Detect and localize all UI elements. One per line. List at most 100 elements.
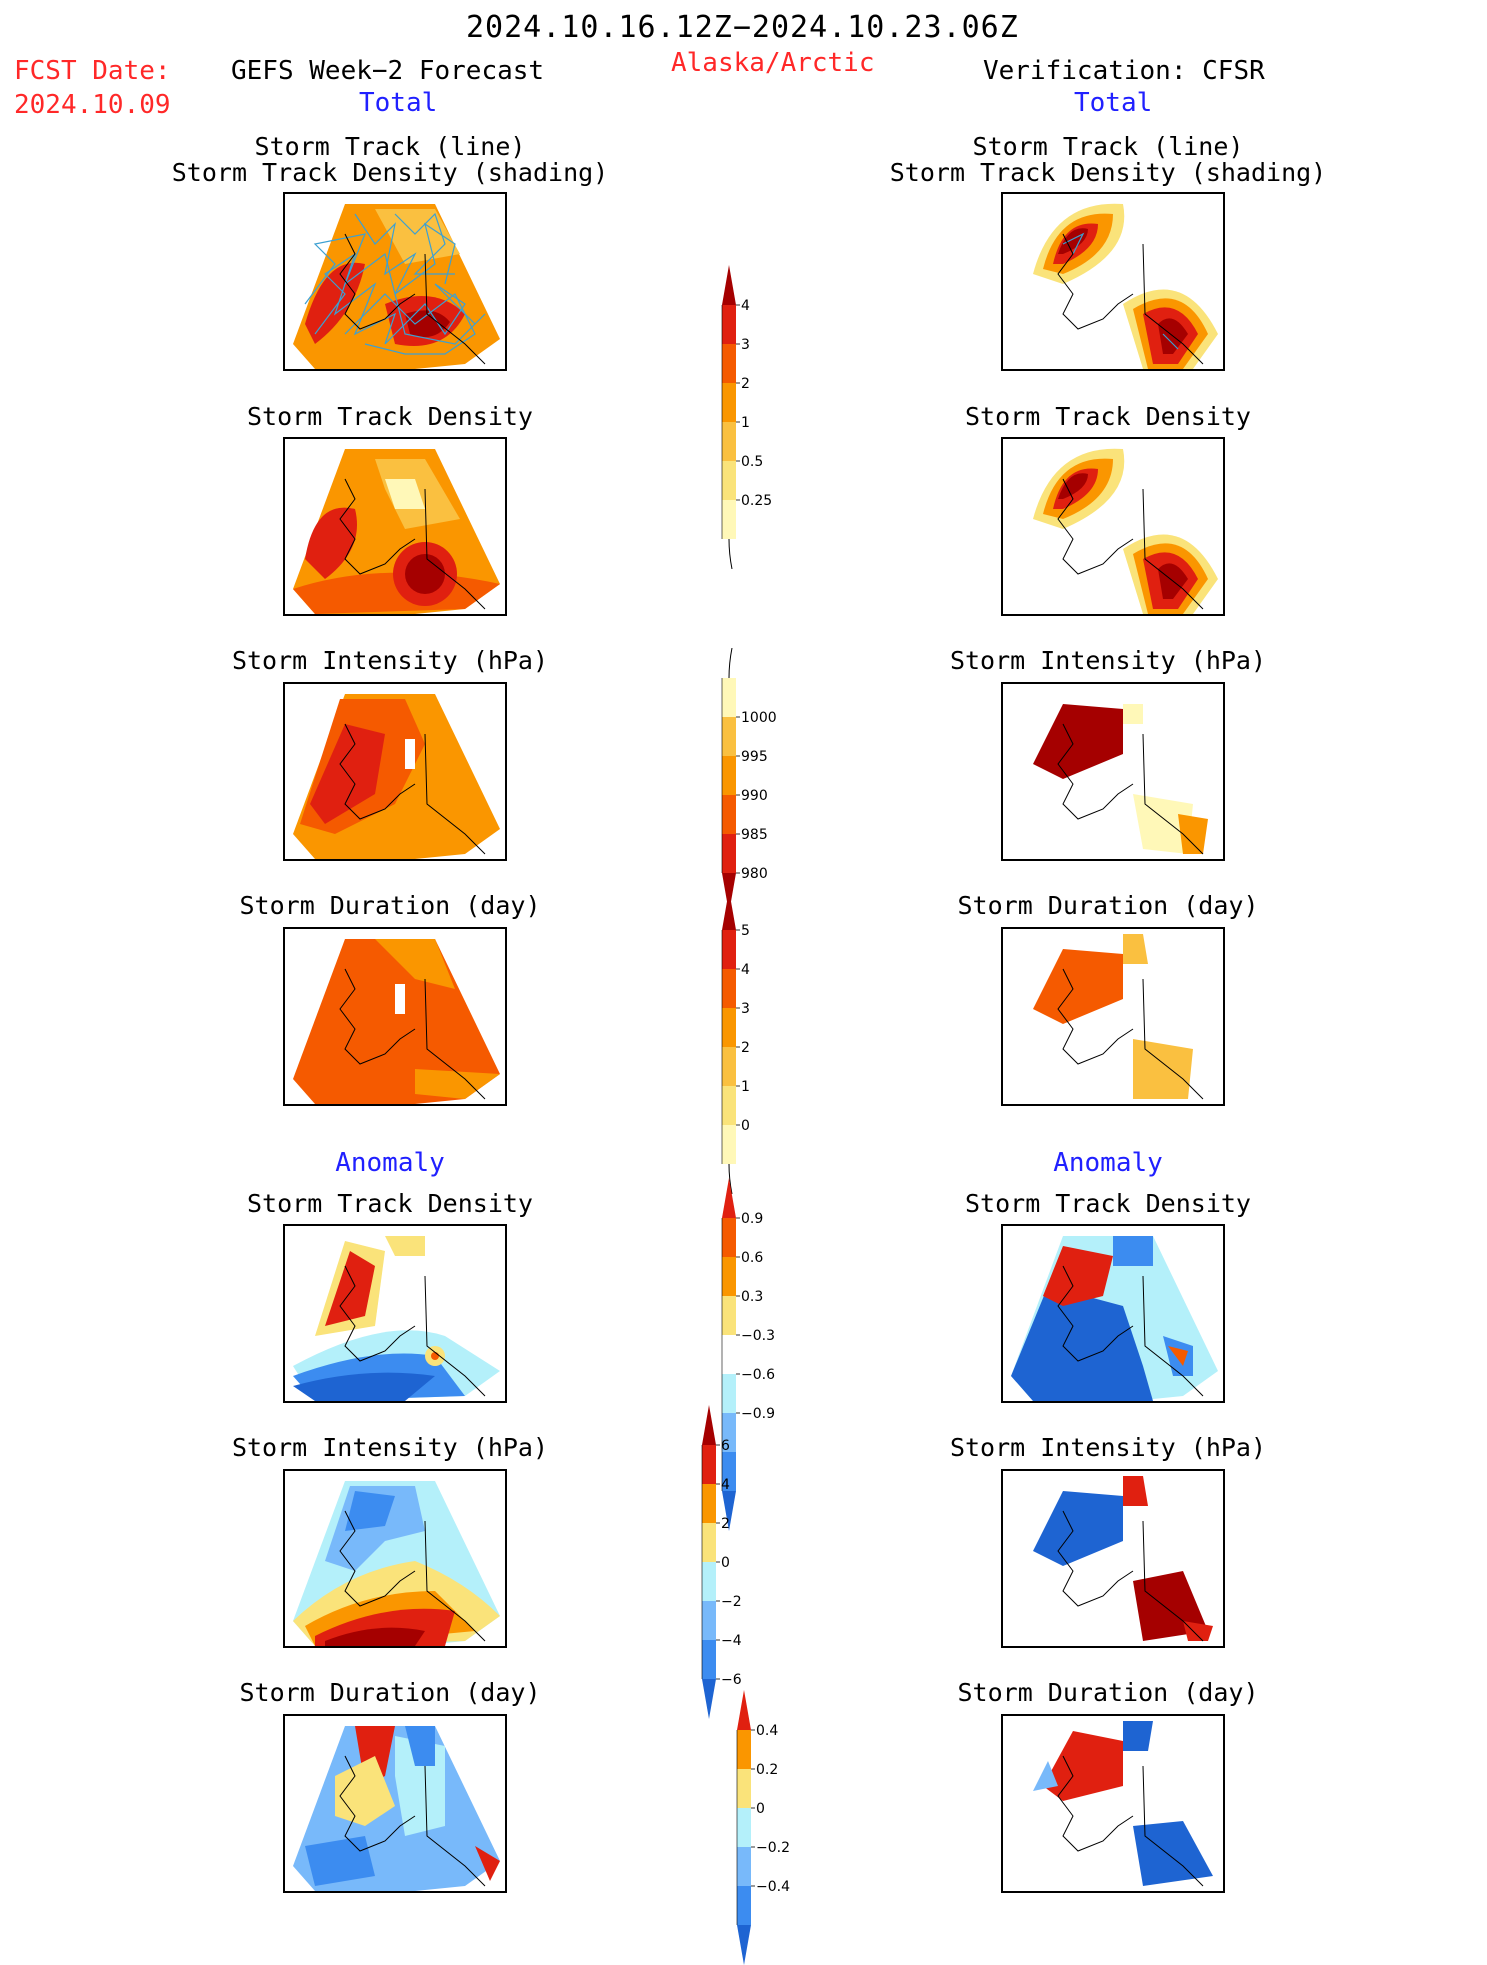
colorbar-label: 985 — [741, 827, 768, 843]
colorbar-top-arrow — [737, 1690, 751, 1730]
right-track-shading-title: Storm Track Density (shading) — [889, 158, 1327, 187]
colorbar-label: 1 — [741, 1079, 750, 1095]
colorbar-segment — [702, 1640, 716, 1679]
colorbar-label: 2 — [741, 376, 750, 392]
colorbar-label: 4 — [741, 298, 750, 314]
colorbar-svg: 4 3 2 1 0.5 0.25 — [721, 265, 772, 569]
colorbar-intensity-total: 1000 995 990 985 980 — [720, 648, 790, 913]
colorbar-segment — [737, 1886, 751, 1925]
colorbar-label: 6 — [721, 1438, 730, 1454]
colorbar-segment — [722, 1335, 736, 1374]
left-density-title: Storm Track Density — [247, 402, 533, 431]
colorbar-top-arrow — [722, 1178, 736, 1218]
left-anomaly-label: Anomaly — [335, 1148, 445, 1178]
colorbar-label: 2 — [741, 1040, 750, 1056]
colorbar-label: −0.4 — [756, 1879, 790, 1895]
right-anomaly-label: Anomaly — [1053, 1148, 1163, 1178]
left-intensity-title: Storm Intensity (hPa) — [231, 646, 549, 675]
colorbar-duration-anom: 0.4 0.2 0 −0.2 −0.4 — [735, 1690, 805, 1965]
colorbar-segment — [722, 305, 736, 344]
colorbar-label: 0.4 — [756, 1723, 778, 1739]
colorbar-segment — [702, 1601, 716, 1640]
colorbar-label: −0.3 — [741, 1328, 775, 1344]
colorbar-segment — [722, 717, 736, 756]
right-intensity-panel — [1001, 682, 1225, 861]
colorbar-label: 0 — [756, 1801, 765, 1817]
colorbar-label: −0.2 — [756, 1840, 790, 1856]
colorbar-segment — [722, 1257, 736, 1296]
colorbar-label: 0.2 — [756, 1762, 778, 1778]
region-title: Alaska/Arctic — [671, 48, 875, 78]
left-anom-duration-title: Storm Duration (day) — [239, 1678, 541, 1707]
colorbar-tail — [728, 1163, 733, 1194]
right-anom-density-title: Storm Track Density — [965, 1189, 1251, 1218]
colorbar-label: 0 — [721, 1555, 730, 1571]
colorbar-label: 3 — [741, 1001, 750, 1017]
colorbar-bottom-arrow — [722, 1491, 736, 1531]
left-anom-density-title: Storm Track Density — [247, 1189, 533, 1218]
colorbar-segment — [737, 1808, 751, 1847]
colorbar-label: 0.6 — [741, 1250, 763, 1266]
left-anom-duration-panel — [283, 1714, 507, 1893]
left-density-panel — [283, 437, 507, 616]
colorbar-segment — [722, 1008, 736, 1047]
colorbar-svg: 6 4 2 0 −2 −4 −6 — [701, 1405, 742, 1719]
colorbar-segment — [737, 1730, 751, 1769]
colorbar-segment — [722, 1086, 736, 1125]
colorbar-segment — [722, 1296, 736, 1335]
colorbar-segment — [722, 383, 736, 422]
colorbar-segment — [737, 1847, 751, 1886]
colorbar-svg: 0.9 0.6 0.3 −0.3 −0.6 −0.9 — [721, 1178, 775, 1531]
colorbar-tail — [728, 648, 733, 679]
right-anom-duration-panel — [1001, 1714, 1225, 1893]
colorbar-label: 995 — [741, 749, 768, 765]
colorbar-label: 0.25 — [741, 493, 772, 509]
left-anom-intensity-title: Storm Intensity (hPa) — [231, 1433, 549, 1462]
colorbar-label: 4 — [741, 962, 750, 978]
right-density-panel — [1001, 437, 1225, 616]
colorbar-label: 0.5 — [741, 454, 763, 470]
colorbar-segment — [722, 1374, 736, 1413]
colorbar-segment — [722, 969, 736, 1008]
colorbar-label: −4 — [721, 1633, 742, 1649]
left-track-shading-title: Storm Track Density (shading) — [171, 158, 609, 187]
right-anom-intensity-panel — [1001, 1469, 1225, 1648]
colorbar-segment — [722, 930, 736, 969]
colorbar-segment — [722, 1125, 736, 1164]
colorbar-label: 1000 — [741, 710, 777, 726]
colorbar-top-arrow — [702, 1405, 716, 1445]
colorbar-label: 0 — [741, 1118, 750, 1134]
colorbar-segment — [702, 1484, 716, 1523]
colorbar-label: −0.6 — [741, 1367, 775, 1383]
colorbar-label: 3 — [741, 337, 750, 353]
colorbar-bottom-arrow — [737, 1925, 751, 1965]
colorbar-duration-total: 5 4 3 2 1 0 — [720, 890, 790, 1194]
colorbar-label: −0.9 — [741, 1406, 775, 1422]
colorbar-segment — [702, 1523, 716, 1562]
right-total-label: Total — [1074, 88, 1153, 118]
colorbar-label: 980 — [741, 866, 768, 882]
colorbar-label: 2 — [721, 1516, 730, 1532]
right-anom-density-panel — [1001, 1224, 1225, 1403]
colorbar-density-anom: 0.9 0.6 0.3 −0.3 −0.6 −0.9 — [720, 1178, 790, 1531]
colorbar-segment — [722, 344, 736, 383]
right-track-line-title: Storm Track (line) — [972, 132, 1244, 161]
colorbar-top-arrow — [722, 890, 736, 930]
colorbar-svg: 1000 995 990 985 980 — [721, 648, 777, 913]
right-anom-duration-title: Storm Duration (day) — [957, 1678, 1259, 1707]
colorbar-segment — [737, 1769, 751, 1808]
colorbar-segment — [722, 461, 736, 500]
colorbar-bottom-arrow — [702, 1679, 716, 1719]
right-intensity-title: Storm Intensity (hPa) — [949, 646, 1267, 675]
colorbar-label: 1 — [741, 415, 750, 431]
colorbar-segment — [702, 1562, 716, 1601]
left-intensity-panel — [283, 682, 507, 861]
colorbar-segment — [722, 1047, 736, 1086]
right-anom-intensity-title: Storm Intensity (hPa) — [949, 1433, 1267, 1462]
colorbar-segment — [722, 834, 736, 873]
colorbar-label: −2 — [721, 1594, 742, 1610]
colorbar-segment — [722, 678, 736, 717]
colorbar-segment — [722, 1452, 736, 1491]
colorbar-svg: 0.4 0.2 0 −0.2 −0.4 — [736, 1690, 790, 1965]
left-anom-intensity-panel — [283, 1469, 507, 1648]
